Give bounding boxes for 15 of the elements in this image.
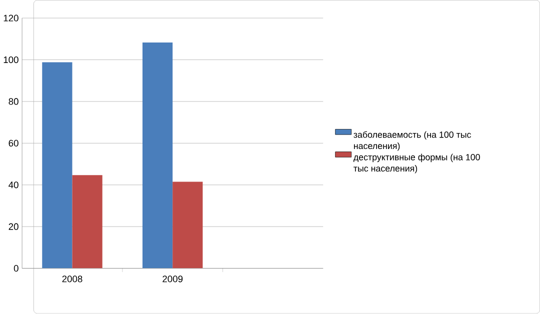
y-tick-label: 0 [14, 265, 18, 272]
x-tick-label: 2009 [162, 276, 183, 282]
bar [72, 175, 102, 268]
x-tick-label: 2008 [62, 276, 82, 282]
bar [42, 62, 72, 268]
bar [172, 182, 203, 268]
legend-label: деструктивные формы (на 100 тыс населения) [353, 154, 480, 174]
y-tick-label: 40 [8, 182, 18, 188]
y-tick-label: 80 [8, 98, 18, 105]
y-tick-label: 60 [8, 140, 18, 147]
bar [142, 42, 173, 268]
y-tick-label: 120 [4, 14, 18, 22]
legend-label: заболеваемость (на 100 тыс населения) [354, 131, 472, 151]
y-tick-label: 20 [8, 223, 18, 230]
y-tick-label: 100 [4, 56, 18, 64]
